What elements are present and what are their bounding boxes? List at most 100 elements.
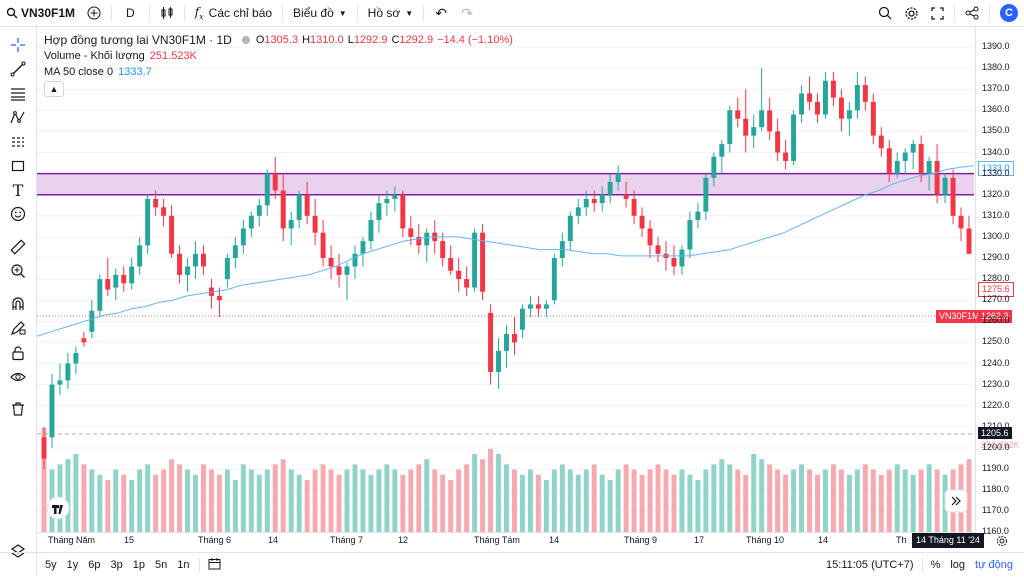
- undo-icon: ↶: [435, 4, 447, 21]
- volume-bar: [527, 469, 533, 532]
- undo-button[interactable]: ↶: [428, 0, 454, 26]
- candle-body: [256, 205, 262, 216]
- quick-search-button[interactable]: [872, 0, 898, 26]
- price-label: 1260.0: [982, 315, 1010, 326]
- shape-tool[interactable]: [6, 154, 30, 178]
- price-chart[interactable]: [37, 27, 974, 532]
- logo-icon: C: [1000, 4, 1018, 22]
- gear-icon: [996, 535, 1008, 547]
- volume-bar: [456, 469, 462, 532]
- volume-bar: [886, 469, 892, 532]
- candle: [711, 152, 717, 187]
- hide-drawings-tool[interactable]: [6, 365, 30, 389]
- volume-bar: [647, 469, 653, 532]
- candle-body: [807, 93, 812, 102]
- ohlc-open-value: 1305.3: [264, 34, 299, 46]
- volume-bar: [743, 474, 749, 532]
- chevron-down-icon: ▼: [338, 8, 347, 18]
- market-status-icon: [241, 36, 250, 44]
- search-icon: [878, 6, 892, 20]
- candle-body: [73, 352, 79, 364]
- percent-scale-toggle[interactable]: %: [930, 559, 941, 571]
- clock-timezone[interactable]: 15:11:05 (UTC+7): [826, 559, 914, 571]
- range-5d-button[interactable]: 5n: [155, 559, 168, 571]
- symbol-price-tag-name: VN30F1M: [936, 310, 983, 323]
- bottom-toolbar: 5y 1y 6p 3p 1p 5n 1n 15:11:05 (UTC+7) % …: [0, 552, 1024, 577]
- range-1d-button[interactable]: 1n: [177, 559, 190, 571]
- candle: [472, 228, 478, 292]
- legend-volume-row[interactable]: Volume - Khối lượng 251.523K: [44, 48, 513, 64]
- range-6m-button[interactable]: 6p: [88, 559, 101, 571]
- candle-body: [567, 215, 573, 242]
- redo-button[interactable]: ↷: [454, 0, 480, 26]
- price-label: 1210.0: [982, 420, 1010, 431]
- price-axis[interactable]: [975, 27, 1024, 532]
- ohlc-high-value: 1310.0: [310, 34, 344, 46]
- candle-body: [216, 295, 222, 301]
- log-scale-toggle[interactable]: log: [950, 559, 966, 571]
- tradingview-logo[interactable]: [46, 496, 70, 520]
- candle: [902, 148, 908, 174]
- time-axis[interactable]: [37, 532, 975, 551]
- volume-bar: [208, 469, 214, 532]
- settings-button[interactable]: [898, 0, 924, 26]
- fullscreen-button[interactable]: [924, 0, 950, 26]
- forecast-tool[interactable]: [6, 130, 30, 154]
- symbol-search[interactable]: VN30F1M: [0, 0, 81, 26]
- candle-body: [320, 232, 326, 258]
- indicators-label: Các chỉ báo: [208, 6, 273, 20]
- layers-button[interactable]: [6, 539, 30, 563]
- trendline-tool[interactable]: [6, 57, 30, 81]
- candle-body: [400, 194, 406, 229]
- time-label: 15: [124, 535, 135, 545]
- emoji-tool[interactable]: [6, 202, 30, 226]
- timezone-gear-button[interactable]: [994, 533, 1010, 549]
- range-1y-button[interactable]: 1y: [66, 559, 79, 571]
- add-symbol-button[interactable]: [81, 0, 107, 26]
- crosshair-tool[interactable]: [6, 33, 30, 57]
- keep-drawing-tool[interactable]: [6, 316, 30, 340]
- fib-tool[interactable]: [6, 82, 30, 106]
- chart-type-button[interactable]: [154, 0, 180, 26]
- legend-main-row[interactable]: Hợp đồng tương lai VN30F1M · 1D O 1305.3 …: [44, 32, 513, 48]
- candle-body: [129, 266, 135, 284]
- lock-drawings-tool[interactable]: [6, 341, 30, 365]
- candle: [65, 352, 71, 389]
- profile-menu-button[interactable]: Hồ sơ ▼: [362, 0, 419, 26]
- candle: [791, 110, 797, 166]
- scroll-to-latest-button[interactable]: [944, 489, 968, 513]
- time-label: Tháng 6: [198, 535, 232, 545]
- volume-bar: [472, 454, 478, 532]
- chart-menu-button[interactable]: Biểu đồ ▼: [287, 0, 353, 26]
- candle-body: [783, 152, 789, 161]
- interval-button[interactable]: D: [116, 0, 145, 26]
- auto-scale-toggle[interactable]: tự động: [975, 559, 1013, 571]
- volume-bar: [153, 474, 159, 532]
- candles-icon: [161, 7, 173, 19]
- magnet-tool[interactable]: [6, 292, 30, 316]
- ruler-tool[interactable]: [6, 235, 30, 259]
- chart-menu-label: Biểu đồ: [293, 6, 334, 20]
- indicators-button[interactable]: fx Các chỉ báo: [189, 0, 278, 26]
- candle-body: [838, 97, 844, 119]
- volume-bar: [735, 469, 741, 532]
- zoom-tool[interactable]: [6, 259, 30, 283]
- brand-logo-button[interactable]: C: [994, 0, 1024, 26]
- range-5y-button[interactable]: 5y: [45, 559, 57, 571]
- candle-body: [272, 173, 278, 191]
- support-zone[interactable]: [37, 173, 974, 195]
- candle: [304, 182, 310, 225]
- volume-bar: [687, 474, 693, 532]
- candle-body: [918, 144, 924, 174]
- goto-date-button[interactable]: [204, 557, 225, 573]
- range-1m-button[interactable]: 1p: [132, 559, 145, 571]
- range-3m-button[interactable]: 3p: [110, 559, 123, 571]
- candle-body: [791, 114, 797, 161]
- collapse-legend-button[interactable]: ▲: [44, 81, 64, 97]
- price-label: 1310.0: [982, 209, 1010, 220]
- pattern-tool[interactable]: [6, 106, 30, 130]
- share-button[interactable]: [959, 0, 985, 26]
- legend-ma-row[interactable]: MA 50 close 0 1333.7: [44, 64, 513, 80]
- text-tool[interactable]: T: [6, 178, 30, 202]
- remove-drawings-tool[interactable]: [6, 397, 30, 421]
